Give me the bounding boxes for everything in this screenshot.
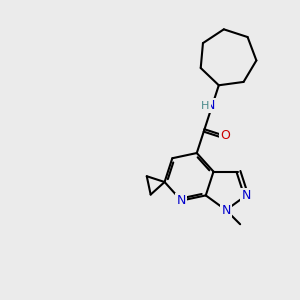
Text: N: N — [242, 189, 251, 202]
Text: N: N — [206, 99, 215, 112]
Text: H: H — [201, 101, 209, 112]
Text: N: N — [221, 204, 231, 217]
Text: O: O — [220, 129, 230, 142]
Text: N: N — [177, 194, 186, 207]
